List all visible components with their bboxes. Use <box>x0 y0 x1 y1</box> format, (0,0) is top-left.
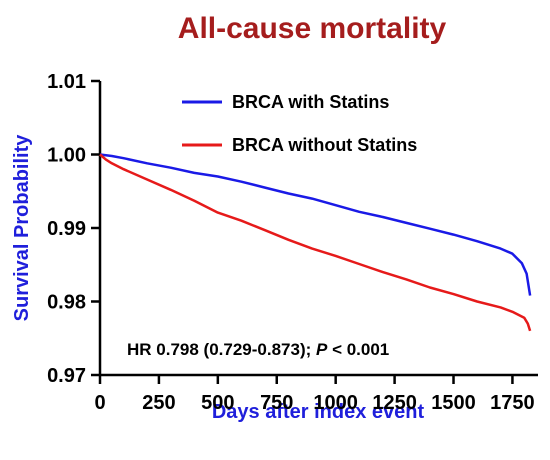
y-axis-label: Survival Probability <box>11 134 33 322</box>
x-tick-label: 1250 <box>372 392 417 414</box>
legend-label: BRCA without Statins <box>232 135 417 155</box>
y-tick-label: 1.01 <box>47 71 86 93</box>
y-tick-label: 0.97 <box>47 365 86 387</box>
series-line-without-statins <box>99 153 532 332</box>
hr-annotation: HR 0.798 (0.729-0.873); P < 0.001 <box>127 340 389 359</box>
x-tick-label: 250 <box>142 392 175 414</box>
legend-label: BRCA with Statins <box>232 92 389 112</box>
y-tick-label: 0.98 <box>47 292 86 314</box>
hr-annotation-suffix: < 0.001 <box>327 340 389 359</box>
x-tick-label: 0 <box>94 392 105 414</box>
x-axis-label: Days after index event <box>212 401 425 423</box>
x-tick-label: 1000 <box>313 392 358 414</box>
y-tick-label: 0.99 <box>47 218 86 240</box>
x-tick-label: 1500 <box>431 392 476 414</box>
y-axis: 0.97 0.98 0.99 1.00 1.01 <box>47 71 102 387</box>
x-tick-label: 1750 <box>490 392 535 414</box>
legend: BRCA with Statins BRCA without Statins <box>182 92 417 155</box>
hr-annotation-p: P <box>316 340 328 359</box>
series-line-with-statins <box>99 153 532 296</box>
x-tick-label: 750 <box>260 392 293 414</box>
x-axis: 0 250 500 750 1000 1250 1500 1750 <box>94 373 538 414</box>
series-layer <box>99 153 532 332</box>
hr-annotation-prefix: HR 0.798 (0.729-0.873); <box>127 340 316 359</box>
y-tick-label: 1.00 <box>47 145 86 167</box>
chart-title: All-cause mortality <box>178 12 447 45</box>
x-tick-label: 500 <box>201 392 234 414</box>
